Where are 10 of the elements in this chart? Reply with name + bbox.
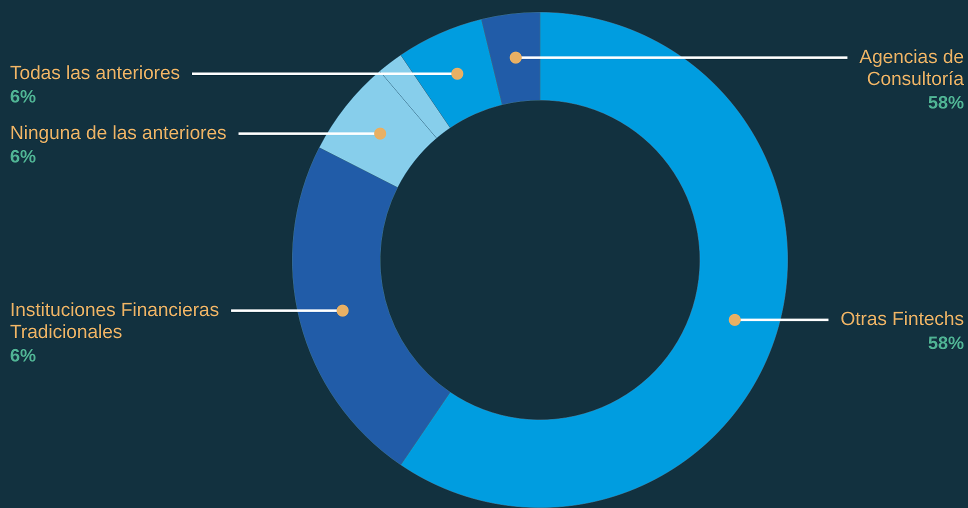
slice-label: Agencias de Consultoría [859, 46, 964, 90]
slice-label: Otras Fintechs [840, 309, 964, 330]
slice-label: Ninguna de las anteriores [10, 122, 227, 144]
slice-label: Todas las anteriores [10, 62, 180, 84]
slice-label: Instituciones Financieras Tradicionales [10, 300, 220, 343]
text: 58% [928, 92, 964, 113]
text: 6% [10, 346, 36, 366]
text: 6% [10, 86, 36, 107]
text: 6% [10, 146, 36, 167]
text: 58% [928, 332, 964, 353]
